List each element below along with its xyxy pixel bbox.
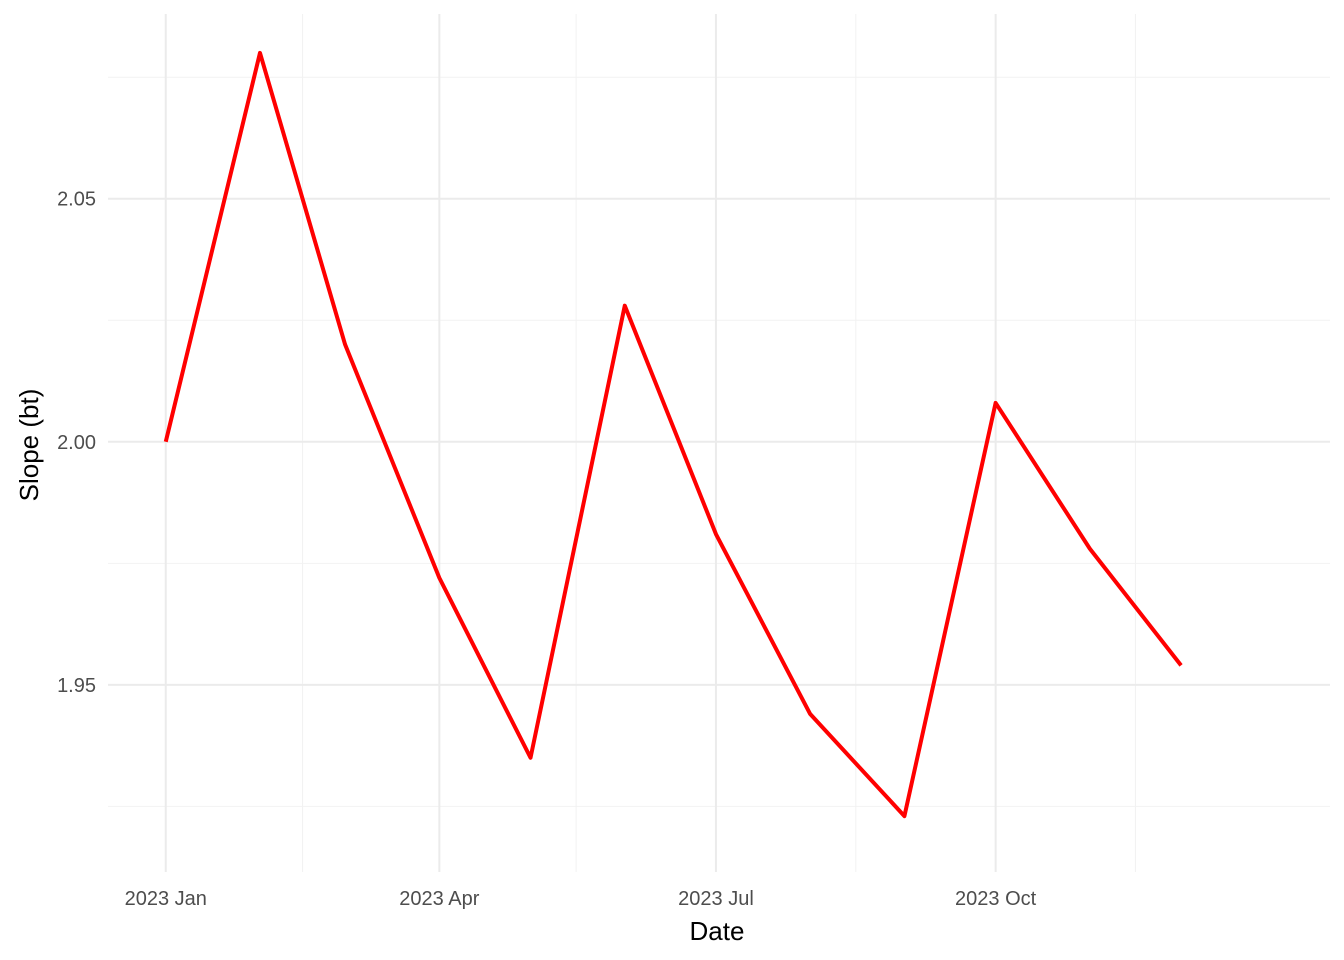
- y-tick-label: 1.95: [57, 675, 96, 697]
- x-tick-label: 2023 Apr: [399, 888, 479, 910]
- x-tick-label: 2023 Jan: [125, 888, 207, 910]
- series-line: [163, 50, 1183, 819]
- y-axis-ticks: 1.95 2.00 2.05: [57, 189, 96, 697]
- y-tick-label: 2.05: [57, 189, 96, 211]
- x-axis-title: Date: [690, 916, 745, 946]
- x-tick-label: 2023 Jul: [678, 888, 754, 910]
- y-axis-title: Slope (bt): [14, 389, 44, 502]
- grid: [108, 14, 1330, 872]
- y-tick-label: 2.00: [57, 432, 96, 454]
- x-axis-ticks: 2023 Jan 2023 Apr 2023 Jul 2023 Oct: [125, 888, 1037, 910]
- x-tick-label: 2023 Oct: [955, 888, 1037, 910]
- series-layer: [163, 50, 1183, 819]
